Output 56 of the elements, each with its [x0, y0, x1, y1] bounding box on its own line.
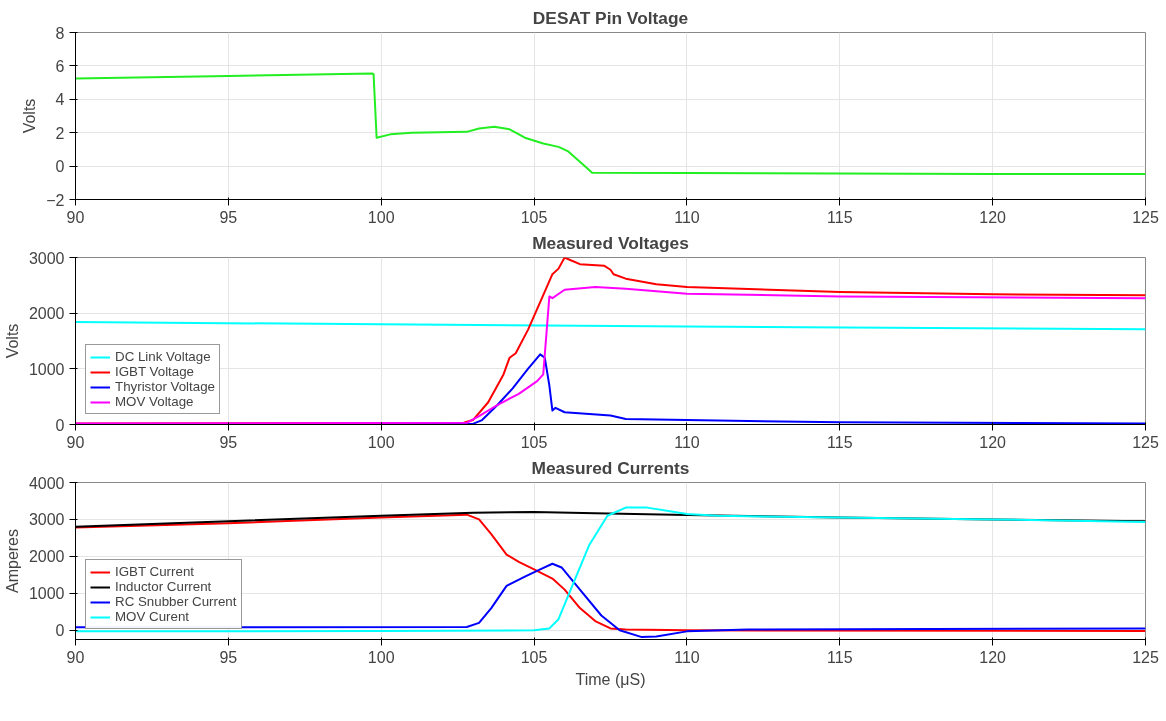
y-tick-label: 6: [55, 57, 65, 75]
y-tick-label: 2000: [28, 305, 65, 323]
y-tick-label: 2: [55, 124, 65, 142]
y-tick-label: 0: [55, 416, 65, 434]
x-tick-label: 115: [827, 648, 853, 666]
legend-label: Inductor Current: [115, 579, 212, 594]
legend-label: Thyristor Voltage: [115, 379, 216, 394]
x-tick-label: 95: [219, 208, 238, 226]
y-tick-label: 0: [55, 622, 65, 640]
y-tick-label: 8: [55, 24, 65, 42]
y-axis-title: Volts: [3, 323, 21, 359]
x-tick-label: 100: [367, 648, 395, 666]
x-tick-label: 120: [979, 208, 1007, 226]
legend-label: MOV Voltage: [115, 394, 194, 409]
y-tick-label: 3000: [28, 249, 65, 267]
y-axis-title: Volts: [21, 98, 39, 134]
x-tick-label: 120: [979, 648, 1007, 666]
x-tick-label: 105: [520, 208, 548, 226]
x-tick-label: 105: [520, 433, 548, 451]
line-series: [75, 321, 1146, 331]
y-tick-label: 2000: [28, 548, 65, 566]
legend-label: DC Link Voltage: [115, 349, 211, 364]
x-tick-label: 115: [827, 433, 853, 451]
x-tick-label: 100: [367, 433, 395, 451]
x-tick-label: 90: [66, 433, 85, 451]
x-tick-label: 115: [827, 208, 853, 226]
x-tick-label: 125: [1132, 208, 1159, 226]
chart-title: Measured Voltages: [532, 232, 689, 253]
y-tick-label: 0: [55, 158, 65, 176]
x-tick-label: 125: [1132, 648, 1159, 666]
x-tick-label: 120: [979, 433, 1007, 451]
y-axis-title: Amperes: [3, 528, 21, 594]
x-tick-label: 90: [66, 648, 85, 666]
y-tick-label: 4000: [28, 474, 65, 492]
x-tick-label: 110: [674, 433, 700, 451]
legend-label: IGBT Voltage: [115, 364, 195, 379]
legend-label: MOV Curent: [115, 609, 190, 624]
y-tick-label: 3000: [28, 511, 65, 529]
line-series: [75, 72, 1146, 176]
x-tick-label: 95: [219, 648, 238, 666]
x-tick-label: 100: [367, 208, 395, 226]
x-tick-label: 110: [674, 208, 700, 226]
legend-label: RC Snubber Current: [115, 594, 237, 609]
legend-label: IGBT Current: [115, 564, 195, 579]
chart-title: DESAT Pin Voltage: [532, 7, 689, 28]
y-tick-label: 1000: [28, 360, 65, 378]
x-tick-label: 90: [66, 208, 85, 226]
x-tick-label: 125: [1132, 433, 1159, 451]
y-tick-label: −2: [46, 191, 65, 209]
y-tick-label: 1000: [28, 585, 65, 603]
x-tick-label: 105: [520, 648, 548, 666]
x-tick-label: 110: [674, 648, 700, 666]
x-tick-label: 95: [219, 433, 238, 451]
x-axis-title: Time (μS): [575, 670, 646, 688]
y-tick-label: 4: [55, 91, 65, 109]
chart-title: Measured Currents: [531, 457, 690, 478]
